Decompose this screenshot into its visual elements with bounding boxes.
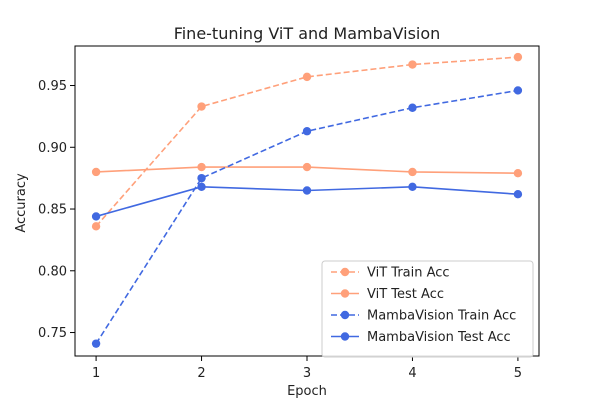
x-axis-label: Epoch [287,384,327,399]
plot-area: 1 2 3 4 5 0.75 0.80 0.85 0.90 0.95 ViT Train Acc Vi… [38,45,540,381]
series-point-3 [197,182,206,191]
series-point-1 [197,162,206,172]
x-tick-label: 2 [197,366,205,381]
x-tick-label: 4 [408,366,416,381]
series-point-2 [91,339,101,348]
series-point-1 [91,167,101,177]
series-point-2 [408,103,417,112]
series-point-0 [408,60,417,69]
series-point-2 [513,86,523,95]
series-point-3 [408,182,417,191]
series-point-0 [302,72,312,82]
series-point-1 [302,162,312,172]
series-point-2 [197,173,206,183]
legend-swatch-marker [340,310,350,320]
legend-entry-label: MambaVision Train Acc [367,309,516,324]
y-axis-label: Accuracy [14,173,29,233]
x-tick-label: 3 [303,366,311,381]
series-point-0 [197,102,206,111]
legend-swatch-marker [340,289,350,298]
legend-entry-label: ViT Test Acc [367,287,444,302]
y-tick-label: 0.80 [38,264,67,279]
series-point-3 [91,212,101,221]
series-point-3 [302,186,312,195]
series-point-2 [302,127,312,136]
y-tick-label: 0.75 [38,326,67,341]
legend-swatch-marker [340,267,350,277]
legend-entry-label: MambaVision Test Acc [367,330,511,345]
legend-box [321,260,534,358]
chart-title: Fine-tuning ViT and MambaVision [174,24,441,43]
series-point-1 [408,167,417,177]
series-point-1 [513,169,523,178]
y-tick-label: 0.85 [38,203,67,218]
series-point-3 [513,190,523,199]
y-tick-label: 0.90 [38,141,67,156]
series-point-0 [91,222,101,231]
series-line-0 [95,56,518,227]
legend-entry-label: ViT Train Acc [367,266,450,281]
legend-swatch-marker [340,332,350,341]
y-tick-label: 0.95 [38,79,67,94]
x-tick-label: 1 [92,366,100,381]
x-tick-label: 5 [514,366,522,381]
series-point-0 [513,52,523,62]
